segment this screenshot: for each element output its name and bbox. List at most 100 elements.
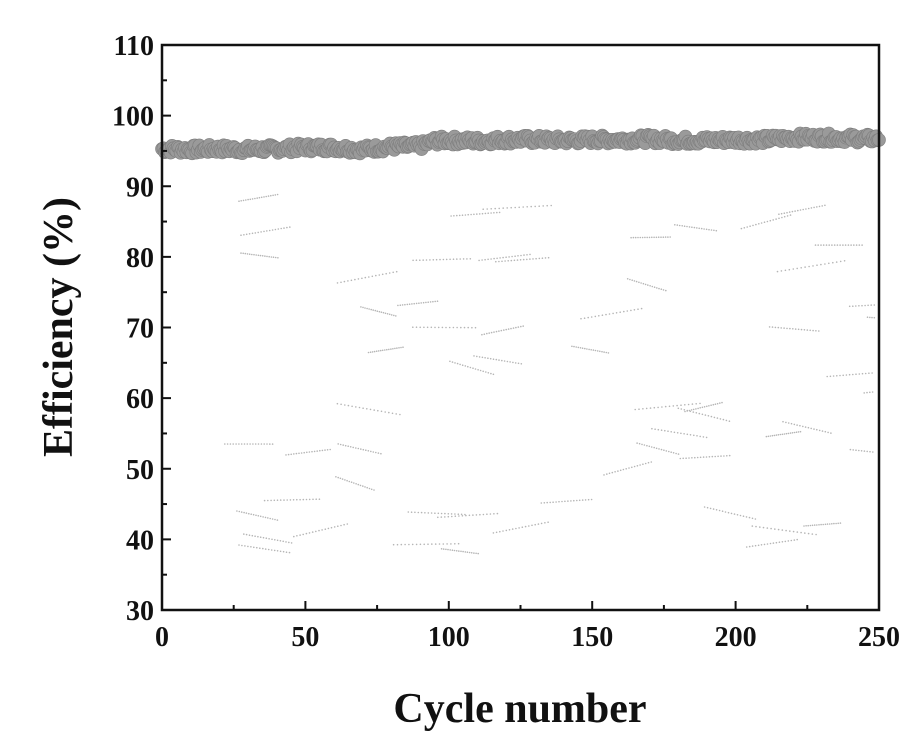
noise-dot xyxy=(448,513,450,515)
noise-dot xyxy=(773,542,775,544)
noise-dot xyxy=(867,305,869,307)
noise-dot xyxy=(506,530,508,532)
noise-dot xyxy=(504,260,506,262)
noise-dot xyxy=(337,403,339,405)
noise-dot xyxy=(842,375,844,377)
noise-dot xyxy=(493,331,495,333)
noise-dot xyxy=(525,526,527,528)
noise-dot xyxy=(593,349,595,351)
noise-dot xyxy=(495,261,497,263)
noise-dot xyxy=(752,525,754,527)
noise-dot xyxy=(564,501,566,503)
noise-dot xyxy=(853,244,855,246)
noise-dot xyxy=(654,428,656,430)
noise-dot xyxy=(312,499,314,501)
noise-dot xyxy=(283,227,285,229)
noise-dot xyxy=(340,525,342,527)
noise-dot xyxy=(380,350,382,352)
noise-dot xyxy=(709,456,711,458)
noise-dot xyxy=(517,255,519,257)
noise-dot xyxy=(670,451,672,453)
noise-dot xyxy=(590,349,592,351)
noise-dot xyxy=(274,539,276,541)
noise-dot xyxy=(598,315,600,317)
noise-dot xyxy=(439,543,441,545)
noise-dot xyxy=(801,329,803,331)
noise-dot xyxy=(423,302,425,304)
noise-dot xyxy=(476,213,478,215)
noise-dot xyxy=(815,330,817,332)
noise-dot xyxy=(372,309,374,311)
noise-dot xyxy=(247,546,249,548)
noise-dot xyxy=(379,311,381,313)
noise-dot xyxy=(871,372,873,374)
noise-dot xyxy=(544,522,546,524)
noise-dot xyxy=(382,274,384,276)
noise-dot xyxy=(475,368,477,370)
noise-dot xyxy=(420,544,422,546)
noise-dot xyxy=(661,406,663,408)
noise-dot xyxy=(620,470,622,472)
noise-dot xyxy=(236,510,238,512)
scan-noise-dots xyxy=(224,194,875,555)
noise-dot xyxy=(462,551,464,553)
noise-dot xyxy=(522,325,524,327)
noise-dot xyxy=(782,529,784,531)
noise-dot xyxy=(355,406,357,408)
noise-dot xyxy=(506,207,508,209)
noise-dot xyxy=(462,364,464,366)
noise-dot xyxy=(360,448,362,450)
noise-dot xyxy=(680,458,682,460)
noise-dot xyxy=(375,275,377,277)
noise-dot xyxy=(386,349,388,351)
noise-dot xyxy=(653,237,655,239)
noise-dot xyxy=(490,358,492,360)
noise-dot xyxy=(494,208,496,210)
noise-dot xyxy=(390,348,392,350)
noise-dot xyxy=(794,432,796,434)
noise-dot xyxy=(755,518,757,520)
noise-dot xyxy=(676,405,678,407)
noise-dot xyxy=(816,206,818,208)
noise-dot xyxy=(475,327,477,329)
noise-dot xyxy=(755,224,757,226)
noise-dot xyxy=(782,421,784,423)
noise-dot xyxy=(252,535,254,537)
noise-dot xyxy=(719,402,721,404)
noise-dot xyxy=(818,330,820,332)
noise-dot xyxy=(815,244,817,246)
noise-dot xyxy=(263,443,265,445)
noise-dot xyxy=(634,409,636,411)
noise-dot xyxy=(665,406,667,408)
noise-dot xyxy=(530,206,532,208)
noise-dot xyxy=(396,347,398,349)
noise-dot xyxy=(627,278,629,280)
noise-dot xyxy=(719,510,721,512)
noise-dot xyxy=(526,254,528,256)
noise-dot xyxy=(774,528,776,530)
noise-dot xyxy=(791,540,793,542)
noise-dot xyxy=(741,228,743,230)
noise-dot xyxy=(792,432,794,434)
noise-dot xyxy=(781,217,783,219)
noise-dot xyxy=(646,408,648,410)
noise-dot xyxy=(502,207,504,209)
noise-dot xyxy=(503,329,505,331)
noise-dot xyxy=(779,541,781,543)
noise-dot xyxy=(499,531,501,533)
noise-dot xyxy=(674,224,676,226)
noise-dot xyxy=(595,316,597,318)
noise-dot xyxy=(450,215,452,217)
noise-dot xyxy=(413,303,415,305)
noise-dot xyxy=(820,244,822,246)
noise-dot xyxy=(484,357,486,359)
noise-dot xyxy=(507,260,509,262)
noise-dot xyxy=(820,264,822,266)
noise-dot xyxy=(682,458,684,460)
noise-dot xyxy=(270,500,272,502)
noise-dot xyxy=(303,452,305,454)
noise-dot xyxy=(518,527,520,529)
noise-dot xyxy=(691,409,693,411)
noise-dot xyxy=(249,534,251,536)
noise-dot xyxy=(407,304,409,306)
